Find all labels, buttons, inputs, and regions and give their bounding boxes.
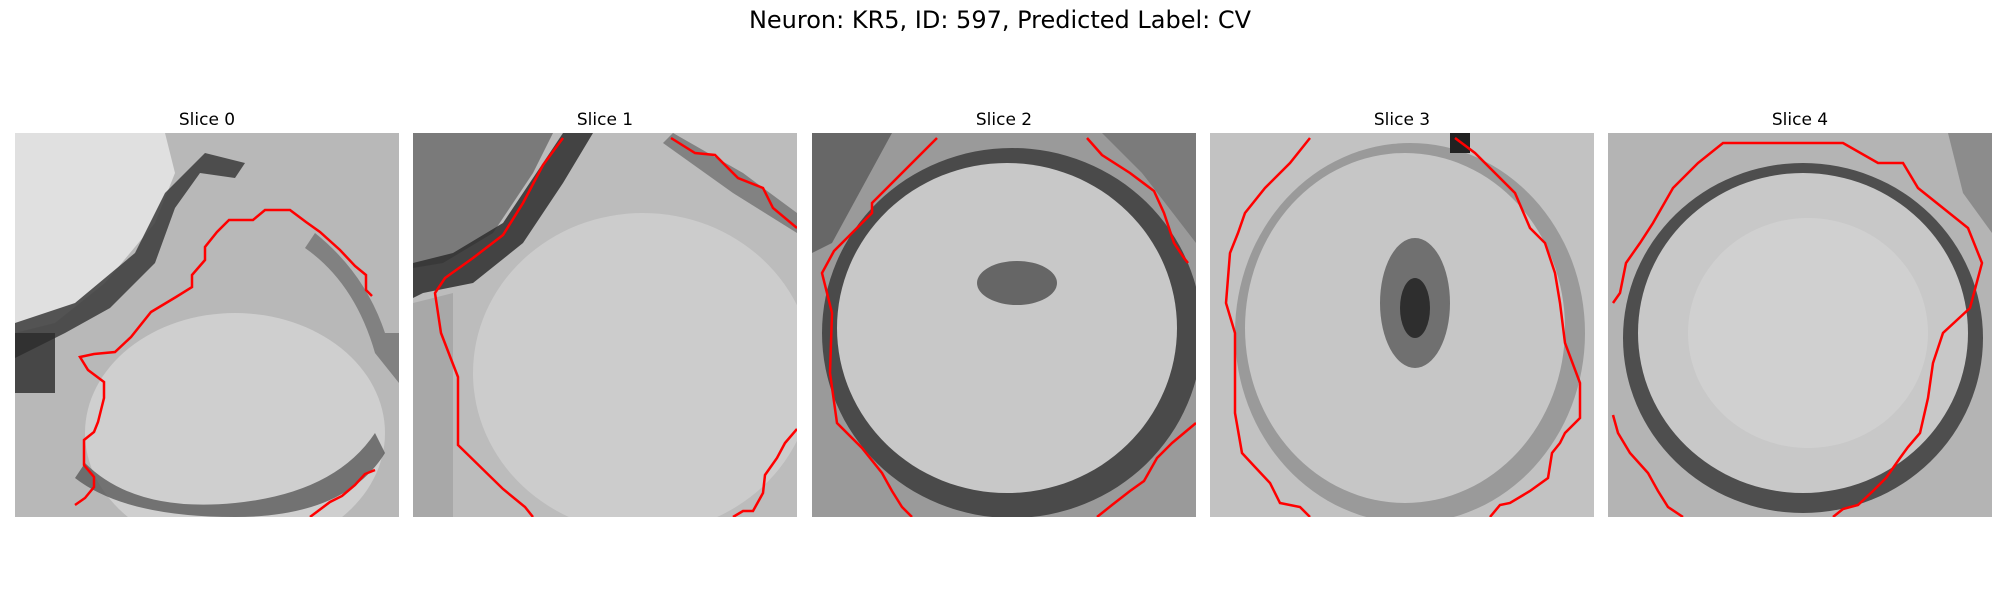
slice-title-0: Slice 0 xyxy=(178,110,236,130)
slice-title-2: Slice 2 xyxy=(975,110,1033,130)
figure-title: Neuron: KR5, ID: 597, Predicted Label: C… xyxy=(748,6,1252,34)
slice-panel-3: Slice 3 xyxy=(1210,110,1594,517)
slice-title-3: Slice 3 xyxy=(1373,110,1431,130)
slice-image-2 xyxy=(812,133,1196,517)
slice-panel-2: Slice 2 xyxy=(812,110,1196,517)
slice-panel-4: Slice 4 xyxy=(1608,110,1992,517)
slice-image-0 xyxy=(15,133,399,517)
slice-title-4: Slice 4 xyxy=(1771,110,1829,130)
slice-image-1 xyxy=(413,133,797,517)
slice-panel-1: Slice 1 xyxy=(413,110,797,517)
slice-image-4 xyxy=(1608,133,1992,517)
slice-panel-0: Slice 0 xyxy=(15,110,399,517)
slice-image-3 xyxy=(1210,133,1594,517)
slice-title-1: Slice 1 xyxy=(576,110,634,130)
